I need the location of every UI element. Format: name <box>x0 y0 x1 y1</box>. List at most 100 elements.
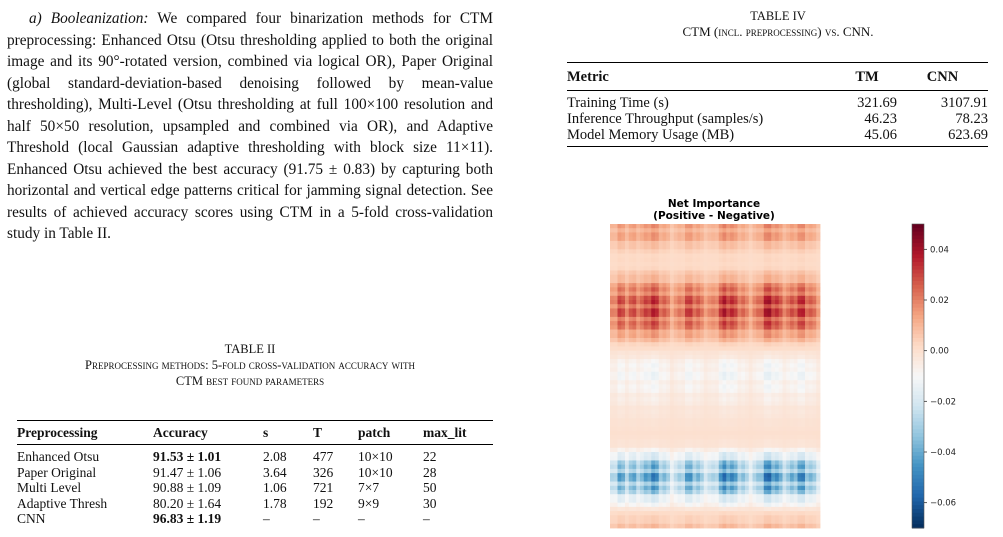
heatmap-cell <box>647 371 652 377</box>
heatmap-cell <box>628 418 633 423</box>
heatmap-cell <box>673 384 678 390</box>
heatmap-cell <box>643 414 648 419</box>
colorbar-segment <box>912 440 924 445</box>
heatmap-cell <box>793 371 798 377</box>
heatmap-cell <box>812 405 817 411</box>
heatmap-cell <box>778 295 783 301</box>
heatmap-cell <box>778 511 783 516</box>
heatmap-cell <box>801 456 806 461</box>
heatmap-cell <box>767 481 772 487</box>
heatmap-cell <box>752 371 757 377</box>
heatmap-cell <box>805 464 810 470</box>
heatmap-cell <box>793 460 798 466</box>
heatmap-cell <box>733 300 738 305</box>
heatmap-cell <box>621 392 626 398</box>
heatmap-cell <box>726 485 731 491</box>
heatmap-cell <box>685 460 690 466</box>
heatmap-cell <box>726 321 731 326</box>
heatmap-cell <box>700 367 705 373</box>
heatmap-cell <box>778 401 783 406</box>
heatmap-cell <box>748 329 753 335</box>
heatmap-cell <box>786 502 791 508</box>
heatmap-cell <box>793 367 798 373</box>
heatmap-cell <box>711 397 716 402</box>
heatmap-cell <box>610 481 615 487</box>
heatmap-cell <box>703 350 708 356</box>
heatmap-cell <box>666 354 671 360</box>
heatmap-cell <box>673 278 678 284</box>
heatmap-cell <box>778 236 783 242</box>
heatmap-cell <box>730 464 735 470</box>
heatmap-cell <box>745 354 750 360</box>
heatmap-cell <box>658 312 663 318</box>
heatmap-cell <box>718 405 723 411</box>
heatmap-cell <box>737 519 742 525</box>
heatmap-cell <box>681 321 686 326</box>
heatmap-cell <box>703 468 708 474</box>
heatmap-cell <box>808 477 813 482</box>
heatmap-cell <box>763 350 768 356</box>
heatmap-cell <box>628 515 633 520</box>
heatmap-cell <box>786 519 791 525</box>
heatmap-cell <box>763 287 768 292</box>
heatmap-cell <box>677 295 682 301</box>
heatmap-cell <box>748 473 753 478</box>
heatmap-cell <box>778 439 783 444</box>
heatmap-cell <box>655 388 660 394</box>
heatmap-cell <box>673 473 678 478</box>
heatmap-cell <box>681 414 686 419</box>
heatmap-cell <box>613 439 618 444</box>
heatmap-cell <box>797 274 802 280</box>
heatmap-cell <box>741 325 746 330</box>
heatmap-cell <box>700 257 705 263</box>
heatmap-cell <box>771 464 776 470</box>
heatmap-cell <box>733 418 738 423</box>
heatmap-cell <box>745 321 750 326</box>
heatmap-cell <box>643 477 648 482</box>
heatmap-cell <box>662 468 667 474</box>
heatmap-cell <box>805 376 810 381</box>
heatmap-cell <box>775 257 780 263</box>
heatmap-cell <box>700 481 705 487</box>
heatmap-cell <box>767 405 772 411</box>
heatmap-cell <box>655 456 660 461</box>
heatmap-cell <box>700 502 705 508</box>
heatmap-cell <box>673 401 678 406</box>
heatmap-cell <box>745 519 750 525</box>
heatmap-cell <box>651 452 656 457</box>
table2-header: Accuracy <box>153 420 263 445</box>
heatmap-cell <box>670 321 675 326</box>
heatmap-cell <box>775 232 780 238</box>
heatmap-cell <box>666 312 671 318</box>
heatmap-cell <box>816 312 821 318</box>
heatmap-cell <box>763 468 768 474</box>
heatmap-cell <box>636 409 641 415</box>
table2-header: max_lit <box>423 420 493 445</box>
heatmap-cell <box>700 468 705 474</box>
heatmap-cell <box>625 249 630 254</box>
heatmap-cell <box>767 304 772 309</box>
heatmap-cell <box>797 523 802 529</box>
heatmap-cell <box>610 477 615 482</box>
heatmap-cell <box>632 346 637 352</box>
heatmap-cell <box>613 414 618 419</box>
heatmap-cell <box>782 397 787 402</box>
heatmap-cell <box>628 401 633 406</box>
heatmap-cell <box>745 287 750 292</box>
heatmap-cell <box>786 452 791 457</box>
heatmap-cell <box>700 329 705 335</box>
heatmap-cell <box>752 224 757 229</box>
heatmap-cell <box>715 228 720 233</box>
heatmap-cell <box>756 350 761 356</box>
heatmap-cell <box>737 515 742 520</box>
heatmap-cell <box>812 494 817 499</box>
heatmap-cell <box>670 439 675 444</box>
heatmap-cell <box>643 401 648 406</box>
heatmap-cell <box>752 460 757 466</box>
heatmap-cell <box>730 388 735 394</box>
heatmap-cell <box>610 342 615 347</box>
heatmap-cell <box>733 523 738 529</box>
heatmap-cell <box>805 249 810 254</box>
table-cell: 91.53 ± 1.01 <box>153 449 222 464</box>
heatmap-cell <box>793 316 798 322</box>
